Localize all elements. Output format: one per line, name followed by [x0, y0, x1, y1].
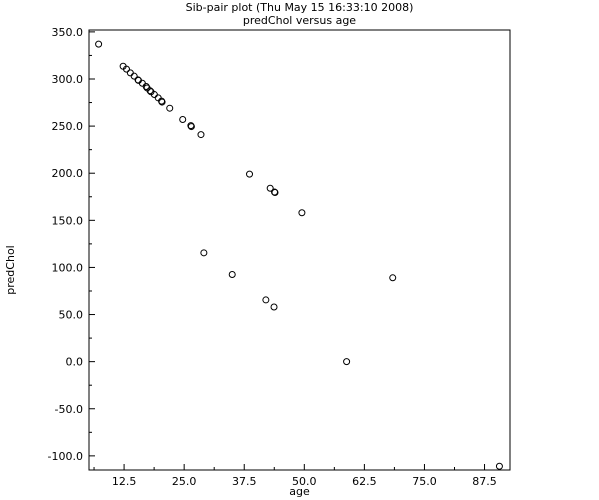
y-tick-label: 150.0	[52, 214, 84, 227]
data-point	[262, 296, 270, 304]
x-tick-label: 50.0	[292, 475, 317, 488]
y-tick-label: 350.0	[52, 26, 84, 39]
data-point	[200, 249, 208, 257]
data-point	[246, 170, 254, 178]
data-point	[228, 270, 236, 278]
data-point	[389, 274, 397, 282]
data-point	[126, 69, 134, 77]
x-tick-label: 37.5	[232, 475, 257, 488]
y-axis-label: predChol	[4, 245, 17, 294]
data-point	[179, 116, 187, 124]
y-tick-label: 300.0	[52, 73, 84, 86]
data-point	[271, 189, 279, 197]
x-tick-label: 75.0	[412, 475, 437, 488]
y-tick-label: 50.0	[59, 309, 84, 322]
y-tick-label: 250.0	[52, 120, 84, 133]
data-point	[343, 358, 351, 366]
y-tick-label: 100.0	[52, 261, 84, 274]
y-tick-label: -100.0	[48, 450, 83, 463]
y-tick-label: 0.0	[66, 356, 84, 369]
x-tick-label: 25.0	[172, 475, 197, 488]
data-point	[266, 184, 274, 192]
data-point	[130, 72, 138, 80]
x-tick-label: 12.5	[112, 475, 137, 488]
x-axis-label: age	[289, 485, 310, 498]
data-point	[95, 40, 103, 48]
data-point	[298, 209, 306, 217]
x-tick-label: 62.5	[352, 475, 377, 488]
data-point	[495, 462, 503, 470]
data-point	[158, 98, 166, 106]
data-point	[187, 123, 195, 131]
chart-subtitle: predChol versus age	[242, 14, 357, 27]
x-tick-label: 87.5	[472, 475, 497, 488]
plot-frame	[88, 29, 511, 471]
data-point	[146, 87, 154, 95]
chart-title: Sib-pair plot (Thu May 15 16:33:10 2008)	[185, 1, 414, 14]
data-point	[197, 131, 205, 139]
data-point	[270, 303, 278, 311]
data-point	[142, 83, 150, 91]
y-tick-label: -50.0	[55, 403, 83, 416]
data-point	[166, 104, 174, 112]
data-point	[122, 65, 130, 73]
y-tick-label: 200.0	[52, 167, 84, 180]
